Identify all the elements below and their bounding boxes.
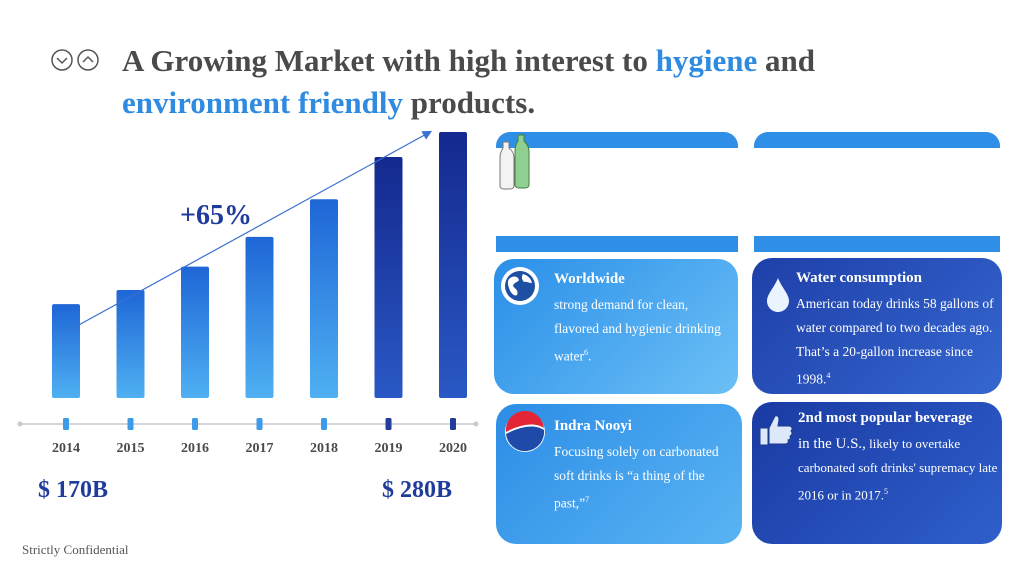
indra-body: Focusing solely on carbonated soft drink… (554, 444, 719, 511)
pepsi-logo-icon (505, 410, 545, 452)
x-tick-2016 (192, 418, 198, 430)
x-tick-label-2014: 2014 (52, 441, 80, 456)
x-tick-label-2019: 2019 (375, 441, 403, 456)
bar-2015 (116, 290, 145, 398)
globe-icon (501, 267, 539, 305)
top-card-right (754, 132, 1000, 252)
title-part-2: and (757, 43, 815, 78)
chevron-down-circle-icon[interactable] (51, 49, 73, 71)
bar-2019 (374, 157, 403, 398)
card-popular-beverage: 2nd most popular beverage in the U.S., l… (752, 402, 1002, 544)
card-water-consumption: Water consumption American today drinks … (752, 258, 1002, 394)
footer-confidential: Strictly Confidential (22, 542, 129, 557)
bar-2016 (181, 266, 209, 398)
chevron-up-circle-icon[interactable] (77, 49, 99, 71)
worldwide-body: strong demand for clean, flavored and hy… (554, 297, 721, 364)
indra-heading: Indra Nooyi (554, 418, 632, 434)
x-tick-2020 (450, 418, 456, 430)
top-card-left (496, 132, 738, 252)
x-tick-label-2015: 2015 (117, 441, 145, 456)
x-tick-2014 (63, 418, 69, 430)
thumbs-up-icon (759, 415, 793, 446)
water-heading: Water consumption (796, 270, 922, 286)
bar-2014 (52, 304, 80, 398)
x-tick-2015 (127, 418, 134, 430)
growth-arrow (65, 130, 433, 333)
card-worldwide: Worldwide strong demand for clean, flavo… (494, 259, 738, 394)
x-tick-label-2017: 2017 (246, 441, 274, 456)
slide-nav-icons (51, 49, 99, 71)
title-part-3: products. (403, 85, 536, 120)
bottles-icon (499, 134, 530, 190)
beverage-body: in the U.S., likely to overtake carbonat… (798, 436, 998, 503)
worldwide-heading: Worldwide (554, 271, 625, 287)
title-part-1: A Growing Market with high interest to (122, 43, 656, 78)
x-tick-2018 (321, 418, 327, 430)
x-tick-2019 (385, 418, 392, 430)
start-value-label: $ 170B (38, 477, 108, 503)
page-title: A Growing Market with high interest to h… (122, 40, 1002, 124)
bar-2020 (439, 132, 467, 398)
title-highlight-hygiene: hygiene (655, 43, 758, 78)
x-tick-2017 (256, 418, 263, 430)
x-tick-label-2016: 2016 (181, 441, 209, 456)
bar-2017 (245, 236, 274, 398)
water-drop-icon (767, 278, 789, 312)
title-highlight-environment: environment friendly (122, 85, 403, 120)
bar-2018 (310, 199, 338, 398)
end-value-label: $ 280B (382, 477, 452, 503)
beverage-heading: 2nd most popular beverage (798, 410, 973, 426)
market-growth-chart: 2014 2015 2016 2017 2018 2019 2020 +65% $ 170B… (17, 130, 479, 503)
growth-label: +65% (180, 200, 252, 231)
x-tick-label-2020: 2020 (439, 441, 467, 456)
water-body: American today drinks 58 gallons of wate… (796, 296, 994, 387)
card-indra-nooyi: Indra Nooyi Focusing solely on carbonate… (496, 404, 742, 544)
x-tick-label-2018: 2018 (310, 441, 338, 456)
